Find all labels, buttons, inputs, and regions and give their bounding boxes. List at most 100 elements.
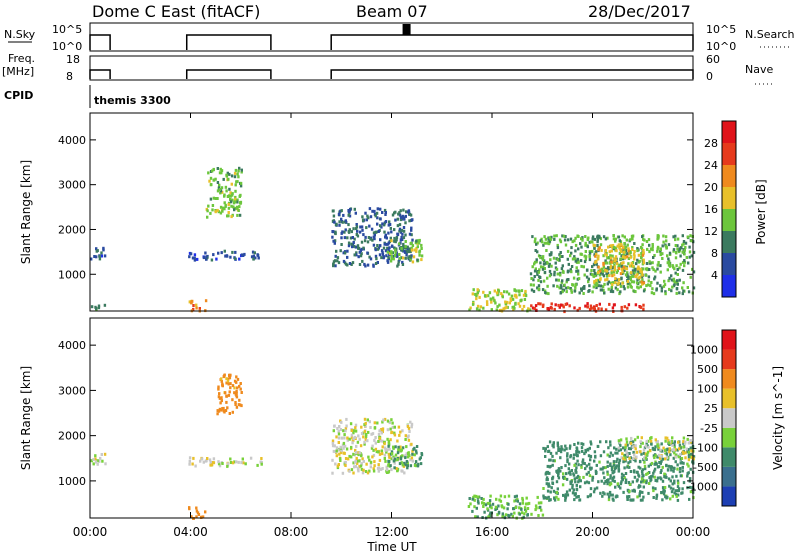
heatmap-cell [420, 247, 423, 250]
heatmap-cell [386, 260, 390, 264]
heatmap-cell [370, 227, 374, 231]
heatmap-cell [98, 257, 102, 261]
heatmap-cell [614, 451, 617, 455]
heatmap-cell [542, 446, 545, 450]
colorbar-tick-label: 8 [711, 247, 718, 260]
heatmap-cell [626, 243, 629, 247]
heatmap-cell [609, 289, 613, 293]
heatmap-cell [622, 285, 625, 289]
heatmap-cell [188, 462, 191, 466]
heatmap-cell [619, 290, 622, 294]
heatmap-cell [566, 460, 569, 464]
heatmap-cell [566, 454, 569, 458]
heatmap-cell [388, 421, 391, 425]
heatmap-cell [667, 464, 670, 468]
heatmap-cell [549, 490, 552, 494]
heatmap-cell [555, 495, 558, 499]
heatmap-cell [539, 239, 542, 243]
heatmap-cell [387, 459, 390, 463]
heatmap-cell [556, 284, 559, 288]
heatmap-cell [626, 271, 629, 275]
heatmap-cell [523, 298, 527, 301]
heatmap-cell [497, 289, 501, 293]
heatmap-cell [347, 244, 351, 248]
heatmap-cell [669, 479, 672, 483]
heatmap-cell [397, 260, 400, 264]
colorbar-tick-label: 16 [704, 203, 718, 216]
heatmap-cell [352, 437, 355, 441]
heatmap-cell [336, 259, 339, 263]
heatmap-cell [237, 175, 240, 179]
heatmap-cell [689, 234, 692, 238]
heatmap-cell [571, 491, 575, 495]
colorbar-tick-label: 12 [704, 225, 718, 238]
heatmap-cell [655, 479, 659, 483]
heatmap-cell [588, 284, 591, 288]
heatmap-cell [564, 495, 567, 498]
heatmap-cell [347, 230, 351, 234]
heatmap-cell [681, 450, 685, 454]
heatmap-cell [653, 448, 657, 452]
heatmap-cell [95, 307, 98, 310]
heatmap-cell [218, 407, 222, 411]
heatmap-cell [677, 455, 680, 459]
heatmap-cell [656, 476, 660, 480]
heatmap-cell [393, 425, 396, 429]
heatmap-cell [666, 447, 669, 451]
heatmap-cell [617, 468, 621, 472]
heatmap-cell [368, 224, 371, 228]
heatmap-cell [629, 441, 633, 445]
heatmap-cell [631, 498, 635, 502]
heatmap-cell [689, 439, 692, 442]
heatmap-cell [569, 254, 572, 258]
heatmap-cell [404, 221, 407, 225]
heatmap-cell [362, 459, 365, 463]
heatmap-cell [535, 260, 538, 264]
heatmap-cell [222, 409, 226, 413]
heatmap-cell [682, 481, 686, 485]
heatmap-cell [575, 466, 578, 470]
heatmap-cell [211, 461, 214, 464]
heatmap-cell [212, 178, 215, 182]
heatmap-cell [689, 490, 693, 494]
heatmap-cell [615, 249, 618, 253]
heatmap-cell [676, 282, 679, 286]
heatmap-cell [393, 466, 396, 470]
heatmap-cell [536, 241, 539, 245]
heatmap-cell [640, 280, 643, 284]
heatmap-cell [206, 209, 209, 213]
heatmap-cell [542, 494, 545, 498]
heatmap-cell [333, 444, 336, 448]
heatmap-cell [599, 243, 603, 247]
heatmap-cell [362, 246, 365, 250]
heatmap-cell [642, 258, 645, 262]
heatmap-cell [622, 265, 626, 269]
heatmap-cell [235, 180, 238, 184]
heatmap-cell [407, 452, 410, 455]
heatmap-cell [360, 432, 364, 435]
heatmap-cell [549, 451, 553, 455]
heatmap-cell [620, 476, 624, 480]
heatmap-cell [675, 494, 678, 498]
heatmap-cell [233, 460, 236, 464]
heatmap-cell [354, 423, 358, 427]
heatmap-cell [224, 254, 227, 258]
heatmap-cell [566, 458, 569, 462]
heatmap-cell [515, 295, 518, 299]
heatmap-cell [593, 246, 596, 250]
heatmap-cell [687, 471, 690, 475]
heatmap-cell [482, 497, 485, 501]
heatmap-cell [341, 443, 345, 447]
heatmap-cell [408, 454, 411, 458]
heatmap-cell [530, 304, 533, 308]
heatmap-cell [233, 171, 237, 175]
heatmap-cell [604, 259, 607, 263]
heatmap-cell [609, 440, 612, 444]
heatmap-cell [589, 458, 592, 462]
heatmap-cell [192, 304, 195, 307]
heatmap-cell [534, 508, 537, 512]
heatmap-cell [633, 250, 636, 253]
heatmap-cell [610, 256, 613, 260]
heatmap-cell [614, 255, 618, 259]
heatmap-cell [420, 258, 423, 262]
